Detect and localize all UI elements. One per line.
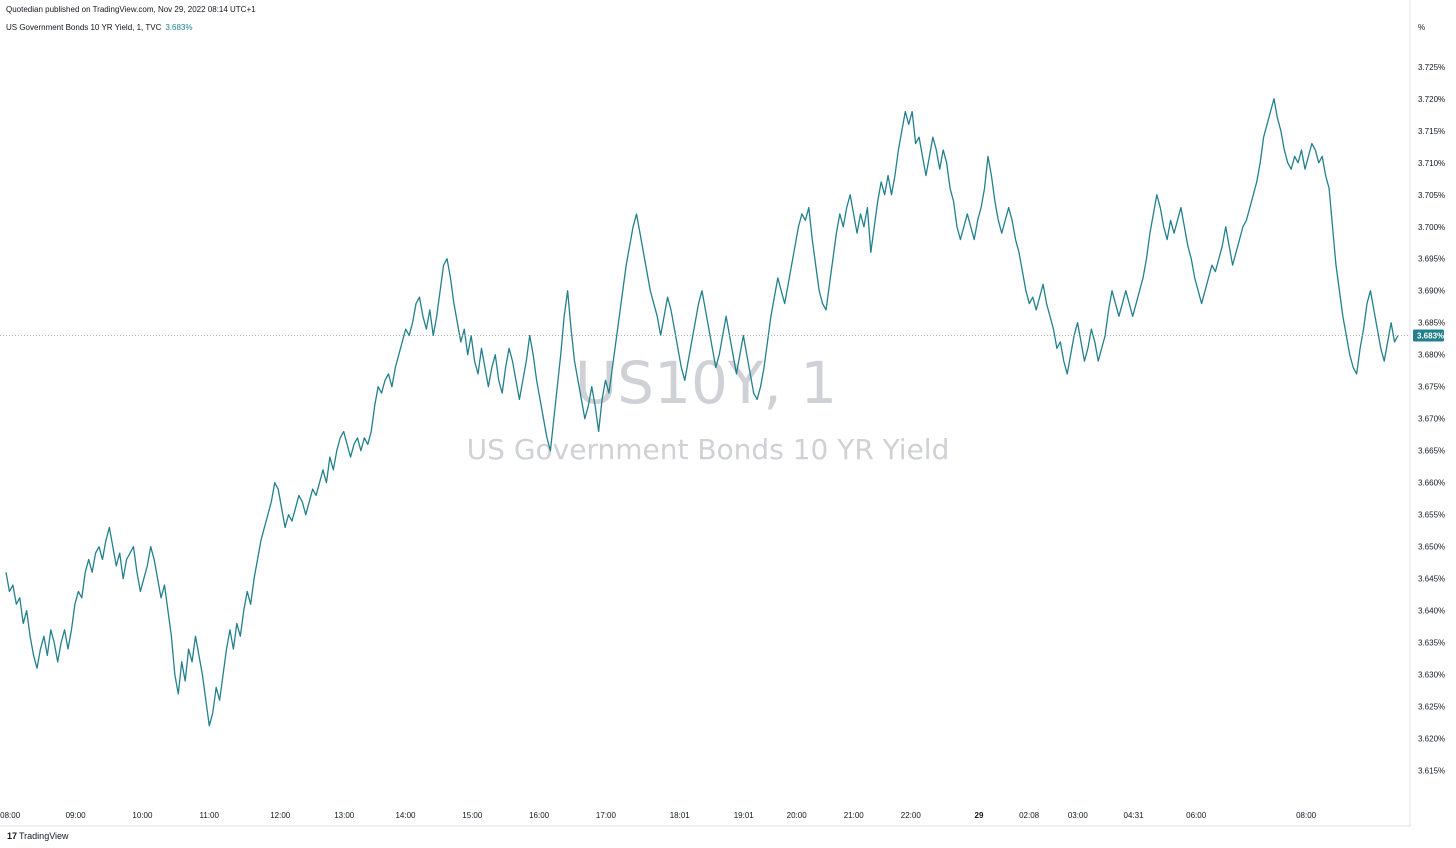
- time-axis[interactable]: 08:00 09:00 10:00 11:00 12:00 13:00 14:00 15:00…: [0, 811, 1410, 827]
- x-tick-label: 09:00: [66, 811, 87, 820]
- y-tick-label: 3.630%: [1418, 671, 1445, 680]
- y-tick-label: 3.650%: [1418, 543, 1445, 552]
- y-tick-label: 3.675%: [1418, 383, 1445, 392]
- last-price-badge-label: 3.683%: [1417, 332, 1444, 341]
- watermark-name: US Government Bonds 10 YR Yield: [467, 433, 950, 466]
- brand-name: TradingView: [19, 831, 69, 841]
- x-tick-label: 04:31: [1124, 811, 1145, 820]
- yield-series-line: [5, 98, 1399, 727]
- y-tick-label: 3.680%: [1418, 351, 1445, 360]
- y-tick-label: 3.690%: [1418, 287, 1445, 296]
- y-tick-label: 3.665%: [1418, 447, 1445, 456]
- symbol-legend: US Government Bonds 10 YR Yield, 1, TVC 3…: [6, 23, 192, 32]
- y-tick-label: 3.725%: [1418, 63, 1445, 72]
- x-tick-label: 19:01: [734, 811, 755, 820]
- y-tick-label: 3.640%: [1418, 607, 1445, 616]
- plot-area[interactable]: [0, 98, 1410, 727]
- x-tick-label: 29: [975, 811, 984, 820]
- y-tick-label: 3.625%: [1418, 703, 1445, 712]
- y-tick-label: 3.710%: [1418, 159, 1445, 168]
- y-tick-label: 3.635%: [1418, 639, 1445, 648]
- y-tick-label: 3.695%: [1418, 255, 1445, 264]
- y-tick-label: 3.670%: [1418, 415, 1445, 424]
- x-tick-label: 16:00: [529, 811, 550, 820]
- x-tick-label: 22:00: [901, 811, 922, 820]
- y-tick-label: 3.615%: [1418, 767, 1445, 776]
- x-tick-label: 03:00: [1068, 811, 1089, 820]
- x-tick-label: 08:00: [0, 811, 21, 820]
- y-tick-label: 3.620%: [1418, 735, 1445, 744]
- x-tick-label: 13:00: [334, 811, 355, 820]
- x-tick-label: 17:00: [596, 811, 617, 820]
- y-tick-label: 3.705%: [1418, 191, 1445, 200]
- x-tick-label: 11:00: [200, 811, 220, 820]
- y-tick-label: 3.655%: [1418, 511, 1445, 520]
- x-tick-label: 02:08: [1019, 811, 1040, 820]
- x-tick-label: 06:00: [1186, 811, 1207, 820]
- y-tick-label: 3.685%: [1418, 319, 1445, 328]
- x-tick-label: 15:00: [462, 811, 483, 820]
- x-tick-label: 20:00: [787, 811, 808, 820]
- tradingview-logo-icon: 17: [7, 831, 18, 841]
- last-price-badge: [1413, 329, 1444, 342]
- x-tick-label: 10:00: [132, 811, 153, 820]
- x-tick-label: 21:00: [844, 811, 865, 820]
- y-tick-label: 3.645%: [1418, 575, 1445, 584]
- unit-label: %: [1418, 23, 1425, 32]
- x-tick-label: 12:00: [270, 811, 291, 820]
- y-tick-label: 3.715%: [1418, 127, 1445, 136]
- y-tick-label: 3.700%: [1418, 223, 1445, 232]
- price-axis[interactable]: % 3.615% 3.620% 3.625% 3.630% 3.635% 3.640% 3.…: [1409, 0, 1445, 826]
- y-tick-label: 3.660%: [1418, 479, 1445, 488]
- x-tick-label: 14:00: [395, 811, 416, 820]
- x-tick-label: 08:00: [1296, 811, 1317, 820]
- watermark-symbol: US10Y, 1: [575, 349, 837, 417]
- y-tick-label: 3.720%: [1418, 95, 1445, 104]
- tradingview-brand: 17 TradingView: [7, 831, 69, 841]
- x-tick-label: 18:01: [670, 811, 691, 820]
- legend-last-value: 3.683%: [165, 23, 193, 32]
- publisher-line: Quotedian published on TradingView.com, …: [6, 5, 256, 14]
- legend-text: US Government Bonds 10 YR Yield, 1, TVC: [6, 23, 162, 32]
